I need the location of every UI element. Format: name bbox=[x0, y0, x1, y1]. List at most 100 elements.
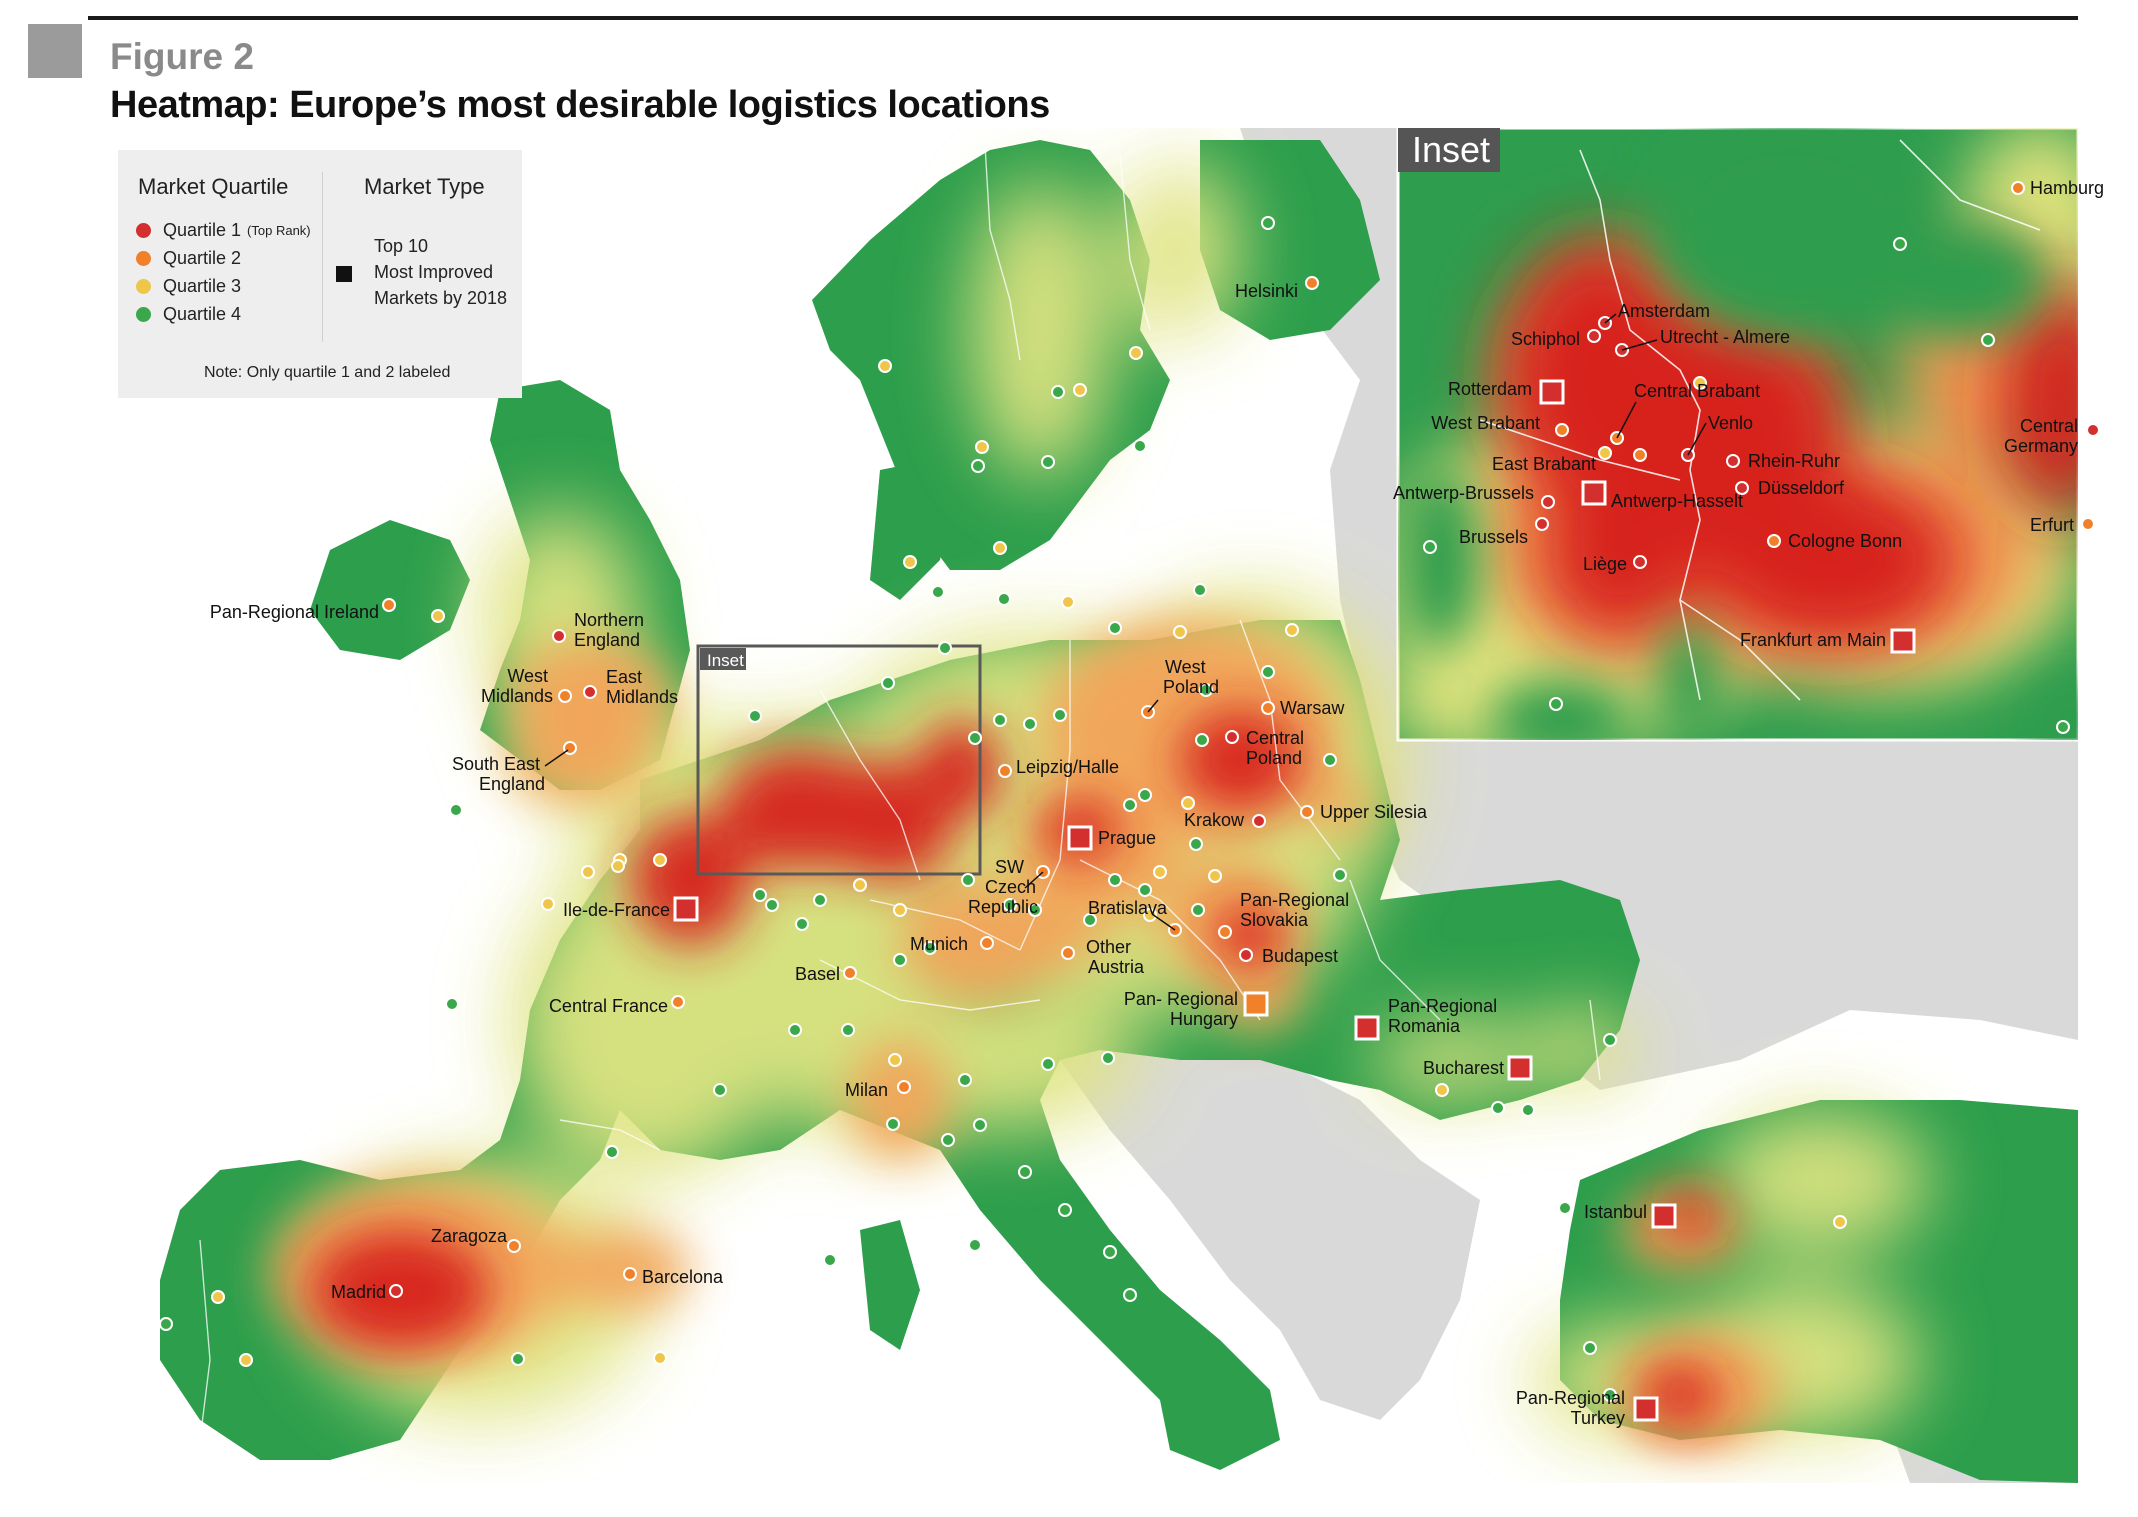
unlabeled-market-dot bbox=[1261, 216, 1275, 230]
market-dot-milan bbox=[897, 1080, 911, 1094]
inset-borders bbox=[1479, 139, 2041, 701]
unlabeled-market-dot bbox=[1123, 798, 1137, 812]
market-label-zaragoza: Zaragoza bbox=[431, 1226, 508, 1246]
quartile-3-dot bbox=[136, 279, 151, 294]
unlabeled-market-dot bbox=[239, 1353, 253, 1367]
quartile-1-label: Quartile 1 bbox=[163, 220, 242, 240]
unlabeled-market-dot bbox=[1833, 1215, 1847, 1229]
unlabeled-market-dot bbox=[1191, 903, 1205, 917]
market-label-warsaw: Warsaw bbox=[1280, 698, 1345, 718]
unlabeled-market-dot bbox=[893, 903, 907, 917]
unlabeled-market-dot bbox=[541, 897, 555, 911]
unlabeled-market-dot bbox=[1108, 621, 1122, 635]
inset-panel: Inset bbox=[1396, 126, 2080, 742]
market-label-munich: Munich bbox=[910, 934, 968, 954]
market-label-rotterdam: Rotterdam bbox=[1448, 379, 1532, 399]
unlabeled-market-dot bbox=[1558, 1201, 1572, 1215]
leader-utrecht-almere bbox=[1621, 339, 1658, 351]
unlabeled-market-dot bbox=[813, 893, 827, 907]
market-dot-central-poland bbox=[1225, 730, 1239, 744]
unlabeled-market-dot bbox=[1023, 717, 1037, 731]
unlabeled-market-dot bbox=[881, 676, 895, 690]
market-labels: Helsinki Pan-Regional Ireland Northern Engl… bbox=[210, 178, 2104, 1428]
unlabeled-market-dot bbox=[1603, 1033, 1617, 1047]
unlabeled-market-dot bbox=[445, 997, 459, 1011]
legend: Market Quartile Market Type Quartile 1 (… bbox=[118, 150, 522, 398]
market-dot-warsaw bbox=[1261, 701, 1275, 715]
market-label-brussels: Brussels bbox=[1459, 527, 1528, 547]
unlabeled-market-dot bbox=[1018, 1165, 1032, 1179]
market-dot-cologne-bonn bbox=[1767, 534, 1781, 548]
unlabeled-market-dot bbox=[1003, 898, 1017, 912]
market-dot-antwerp-brussels bbox=[1541, 495, 1555, 509]
market-dot-helsinki bbox=[1305, 276, 1319, 290]
unlabeled-market-dots bbox=[159, 216, 2070, 1402]
unlabeled-market-dot bbox=[1193, 583, 1207, 597]
market-dot-madrid bbox=[389, 1284, 403, 1298]
unlabeled-market-dot bbox=[1199, 683, 1213, 697]
most-improved-square-icon bbox=[336, 266, 352, 282]
unlabeled-market-dot bbox=[1693, 376, 1707, 390]
market-square-istanbul bbox=[1651, 1203, 1677, 1229]
unlabeled-market-dot bbox=[1583, 1341, 1597, 1355]
market-label-other-austria: Other Austria bbox=[1086, 937, 1145, 977]
market-dot-central-germany bbox=[2086, 423, 2100, 437]
market-square-prague bbox=[1067, 825, 1093, 851]
market-square-ile-de-france bbox=[673, 896, 699, 922]
quartile-4-dot bbox=[136, 307, 151, 322]
market-label-madrid: Madrid bbox=[331, 1282, 386, 1302]
leader-west-poland bbox=[1147, 699, 1159, 713]
quartile-1-sub: (Top Rank) bbox=[247, 223, 311, 238]
unlabeled-market-dot bbox=[1143, 908, 1157, 922]
unlabeled-market-dot bbox=[1061, 595, 1075, 609]
market-label-central-poland: Central Poland bbox=[1246, 728, 1304, 768]
unlabeled-market-dot bbox=[1041, 1057, 1055, 1071]
leader-sw-czech-republic bbox=[1024, 871, 1044, 889]
market-dot-central-france bbox=[671, 995, 685, 1009]
market-label-pan-regional-romania: Pan-Regional Romania bbox=[1388, 996, 1497, 1036]
unlabeled-market-dot bbox=[975, 440, 989, 454]
unlabeled-market-dot bbox=[1101, 1051, 1115, 1065]
market-dot-krakow bbox=[1252, 814, 1266, 828]
market-dot-brussels bbox=[1535, 517, 1549, 531]
market-label-upper-silesia: Upper Silesia bbox=[1320, 802, 1428, 822]
unlabeled-market-dot bbox=[1521, 1103, 1535, 1117]
market-square-antwerp-hasselt bbox=[1581, 480, 1607, 506]
unlabeled-market-dot bbox=[1041, 455, 1055, 469]
market-label-pan-regional-slovakia: Pan-Regional Slovakia bbox=[1240, 890, 1349, 930]
market-label-ile-de-france: Ile-de-France bbox=[563, 900, 670, 920]
unlabeled-market-dot bbox=[1491, 1101, 1505, 1115]
quartile-3-label: Quartile 3 bbox=[163, 276, 242, 296]
leader-central-brabant bbox=[1616, 401, 1637, 439]
market-label-erfurt: Erfurt bbox=[2030, 515, 2074, 535]
unlabeled-market-dot bbox=[581, 865, 595, 879]
leader-venlo bbox=[1687, 422, 1707, 456]
type-line-1: Top 10 bbox=[374, 236, 429, 256]
inset-tag: Inset bbox=[1412, 129, 1490, 170]
market-dot-budapest bbox=[1239, 948, 1253, 962]
unlabeled-market-dot bbox=[449, 803, 463, 817]
ireland-landmass bbox=[310, 520, 470, 660]
unlabeled-market-dot bbox=[1138, 883, 1152, 897]
unlabeled-market-dot bbox=[1103, 1245, 1117, 1259]
unlabeled-market-dot bbox=[973, 1118, 987, 1132]
market-dot-d-sseldorf bbox=[1735, 481, 1749, 495]
figure-marker-box bbox=[28, 24, 82, 78]
market-label-basel: Basel bbox=[795, 964, 840, 984]
market-square-pan-regional-turkey bbox=[1633, 1396, 1659, 1422]
market-label-antwerp-brussels: Antwerp-Brussels bbox=[1393, 483, 1534, 503]
market-square-pan-regional-hungary bbox=[1243, 991, 1269, 1017]
unlabeled-market-dot bbox=[1129, 346, 1143, 360]
market-dot-northern-england bbox=[552, 629, 566, 643]
unlabeled-market-dot bbox=[971, 459, 985, 473]
legend-divider bbox=[322, 172, 323, 342]
legend-type-heading: Market Type bbox=[364, 174, 485, 199]
quartile-2-dot bbox=[136, 251, 151, 266]
legend-quartile-4: Quartile 4 bbox=[136, 304, 241, 325]
market-dot-upper-silesia bbox=[1300, 805, 1314, 819]
unlabeled-market-dot bbox=[788, 1023, 802, 1037]
sardinia-corsica bbox=[860, 1220, 920, 1350]
unlabeled-market-dot bbox=[958, 1073, 972, 1087]
market-dot-munich bbox=[980, 936, 994, 950]
market-label-central-germany: Central Germany bbox=[2004, 416, 2078, 456]
